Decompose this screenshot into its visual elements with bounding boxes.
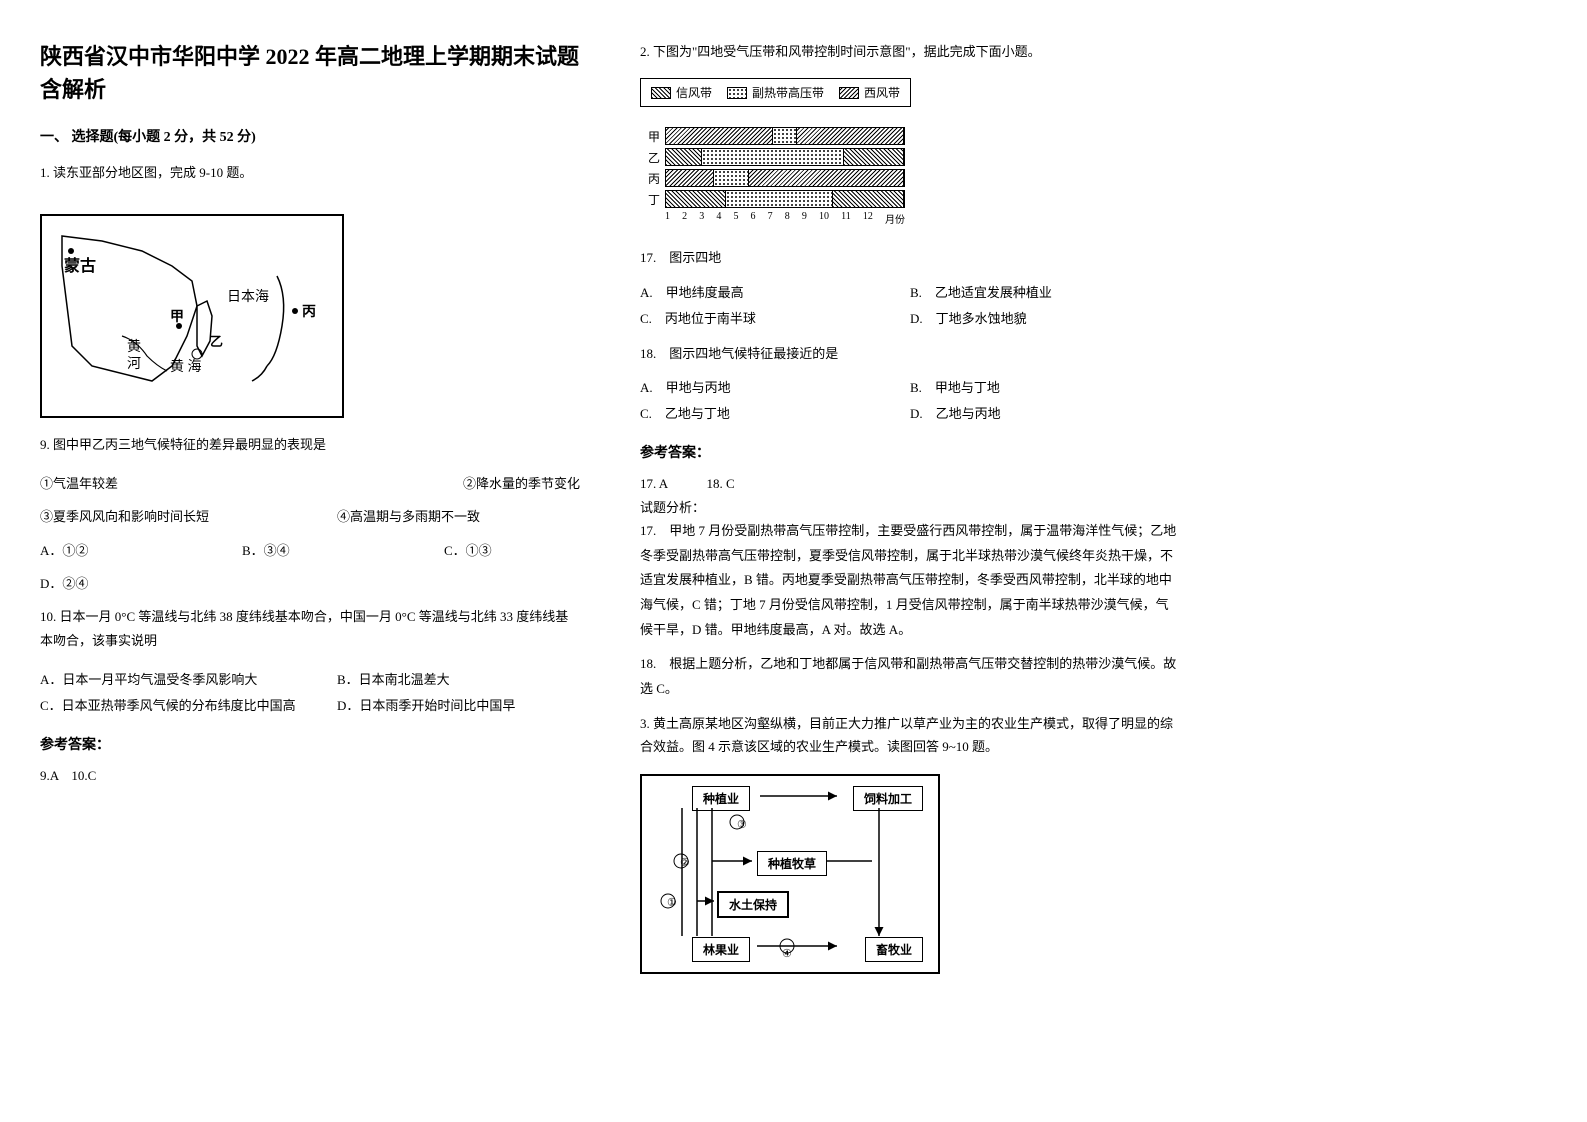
q18-options: A. 甲地与丙地 B. 甲地与丁地 C. 乙地与丁地 D. 乙地与丙地 (640, 375, 1180, 427)
q18-text: 18. 图示四地气候特征最接近的是 (640, 342, 1180, 365)
map-label-yellow-sea: 黄 海 (170, 358, 202, 375)
section-header: 一、 选择题(每小题 2 分，共 52 分) (40, 126, 580, 146)
bar-row-bing: 丙 (640, 169, 1180, 187)
map-label-jia: 甲 (170, 309, 184, 325)
map-label-bing: 丙 (302, 304, 316, 320)
flow-planting: 种植业 (692, 786, 750, 811)
flow-n4: ④ (782, 947, 792, 960)
q9-optB: B．③④ (242, 539, 404, 562)
month-label: 月份 (885, 211, 905, 226)
flow-forestry: 林果业 (692, 937, 750, 962)
flow-n2: ② (680, 856, 690, 869)
agriculture-flow-diagram: 种植业 饲料加工 种植牧草 水土保持 林果业 畜牧业 ③ ② ① ④ (640, 774, 940, 974)
bar-row-yi: 乙 (640, 148, 1180, 166)
answer-label-2: 参考答案： (640, 442, 1180, 462)
bar-row-jia: 甲 (640, 127, 1180, 145)
east-asia-map: 蒙古 日本海 甲 乙 丙 黄 河 黄 海 (40, 214, 344, 418)
q18-optD: D. 乙地与丙地 (910, 401, 1180, 427)
q18-optA: A. 甲地与丙地 (640, 375, 910, 401)
q1-intro: 1. 读东亚部分地区图，完成 9-10 题。 (40, 161, 580, 184)
q17-optA: A. 甲地纬度最高 (640, 280, 910, 306)
q10-text: 10. 日本一月 0°C 等温线与北纬 38 度纬线基本吻合，中国一月 0°C … (40, 605, 580, 652)
q9-options: A．①② B．③④ C．①③ (40, 539, 580, 562)
map-label-mongolia: 蒙古 (64, 256, 96, 275)
legend-westerlies: 西风带 (839, 84, 900, 101)
q17-optB: B. 乙地适宜发展种植业 (910, 280, 1180, 306)
legend-subtropical: 副热带高压带 (727, 84, 824, 101)
q18-optC: C. 乙地与丁地 (640, 401, 910, 427)
month-axis: 1 2 3 4 5 6 7 8 9 10 11 12 月份 (665, 211, 905, 226)
analysis-label: 试题分析： (640, 496, 1180, 519)
q10-optB: B．日本南北温差大 (337, 667, 580, 693)
exam-document: 陕西省汉中市华阳中学 2022 年高二地理上学期期末试题含解析 一、 选择题(每… (40, 40, 1547, 989)
q3-intro: 3. 黄土高原某地区沟壑纵横，目前正大力推广以草产业为主的农业生产模式，取得了明… (640, 712, 1180, 759)
q17-optD: D. 丁地多水蚀地貌 (910, 306, 1180, 332)
analysis-17: 17. 甲地 7 月份受副热带高气压带控制，主要受盛行西风带控制，属于温带海洋性… (640, 519, 1180, 642)
q2-intro: 2. 下图为"四地受气压带和风带控制时间示意图"，据此完成下面小题。 (640, 40, 1180, 63)
q17-text: 17. 图示四地 (640, 246, 1180, 269)
flow-soil: 水土保持 (717, 891, 789, 918)
q17-optC: C. 丙地位于南半球 (640, 306, 910, 332)
legend-trade-wind: 信风带 (651, 84, 712, 101)
q9-item4: ④高温期与多雨期不一致 (337, 505, 480, 528)
q9-optC: C．①③ (444, 539, 492, 562)
pattern-westerlies-icon (839, 87, 859, 99)
map-label-yi: 乙 (210, 334, 223, 349)
analysis-18: 18. 根据上题分析，乙地和丁地都属于信风带和副热带高气压带交替控制的热带沙漠气… (640, 652, 1180, 701)
q9-item1: ①气温年较差 (40, 472, 118, 495)
q18-optB: B. 甲地与丁地 (910, 375, 1180, 401)
document-title: 陕西省汉中市华阳中学 2022 年高二地理上学期期末试题含解析 (40, 40, 580, 106)
pattern-subtropical-icon (727, 87, 747, 99)
answer-1: 9.A 10.C (40, 764, 580, 787)
map-label-river: 河 (127, 356, 141, 372)
q9-item2: ②降水量的季节变化 (463, 472, 580, 495)
q9-item3: ③夏季风风向和影响时间长短 (40, 505, 337, 528)
q10-optC: C．日本亚热带季风气候的分布纬度比中国高 (40, 693, 337, 719)
q9-text: 9. 图中甲乙丙三地气候特征的差异最明显的表现是 (40, 433, 580, 456)
map-label-japan-sea: 日本海 (227, 289, 269, 305)
pattern-trade-icon (651, 87, 671, 99)
left-column: 陕西省汉中市华阳中学 2022 年高二地理上学期期末试题含解析 一、 选择题(每… (40, 40, 580, 989)
q10-optD: D．日本雨季开始时间比中国早 (337, 693, 580, 719)
flow-feed: 饲料加工 (853, 786, 923, 811)
flow-n1: ① (667, 896, 677, 909)
q9-optA: A．①② (40, 539, 202, 562)
right-column: 2. 下图为"四地受气压带和风带控制时间示意图"，据此完成下面小题。 信风带 副… (640, 40, 1180, 989)
bar-row-ding: 丁 (640, 190, 1180, 208)
flow-n3: ③ (737, 818, 747, 831)
q17-options: A. 甲地纬度最高 B. 乙地适宜发展种植业 C. 丙地位于南半球 D. 丁地多… (640, 280, 1180, 332)
flow-animal: 畜牧业 (865, 937, 923, 962)
flow-grass: 种植牧草 (757, 851, 827, 876)
answer-2: 17. A 18. C (640, 472, 1180, 495)
answer-label-1: 参考答案： (40, 734, 580, 754)
pressure-belt-chart: 甲 乙 丙 (640, 127, 1180, 226)
q10-options: A．日本一月平均气温受冬季风影响大 B．日本南北温差大 C．日本亚热带季风气候的… (40, 667, 580, 719)
q10-optA: A．日本一月平均气温受冬季风影响大 (40, 667, 337, 693)
q9-optD: D．②④ (40, 572, 88, 595)
chart-legend: 信风带 副热带高压带 西风带 (640, 78, 911, 107)
